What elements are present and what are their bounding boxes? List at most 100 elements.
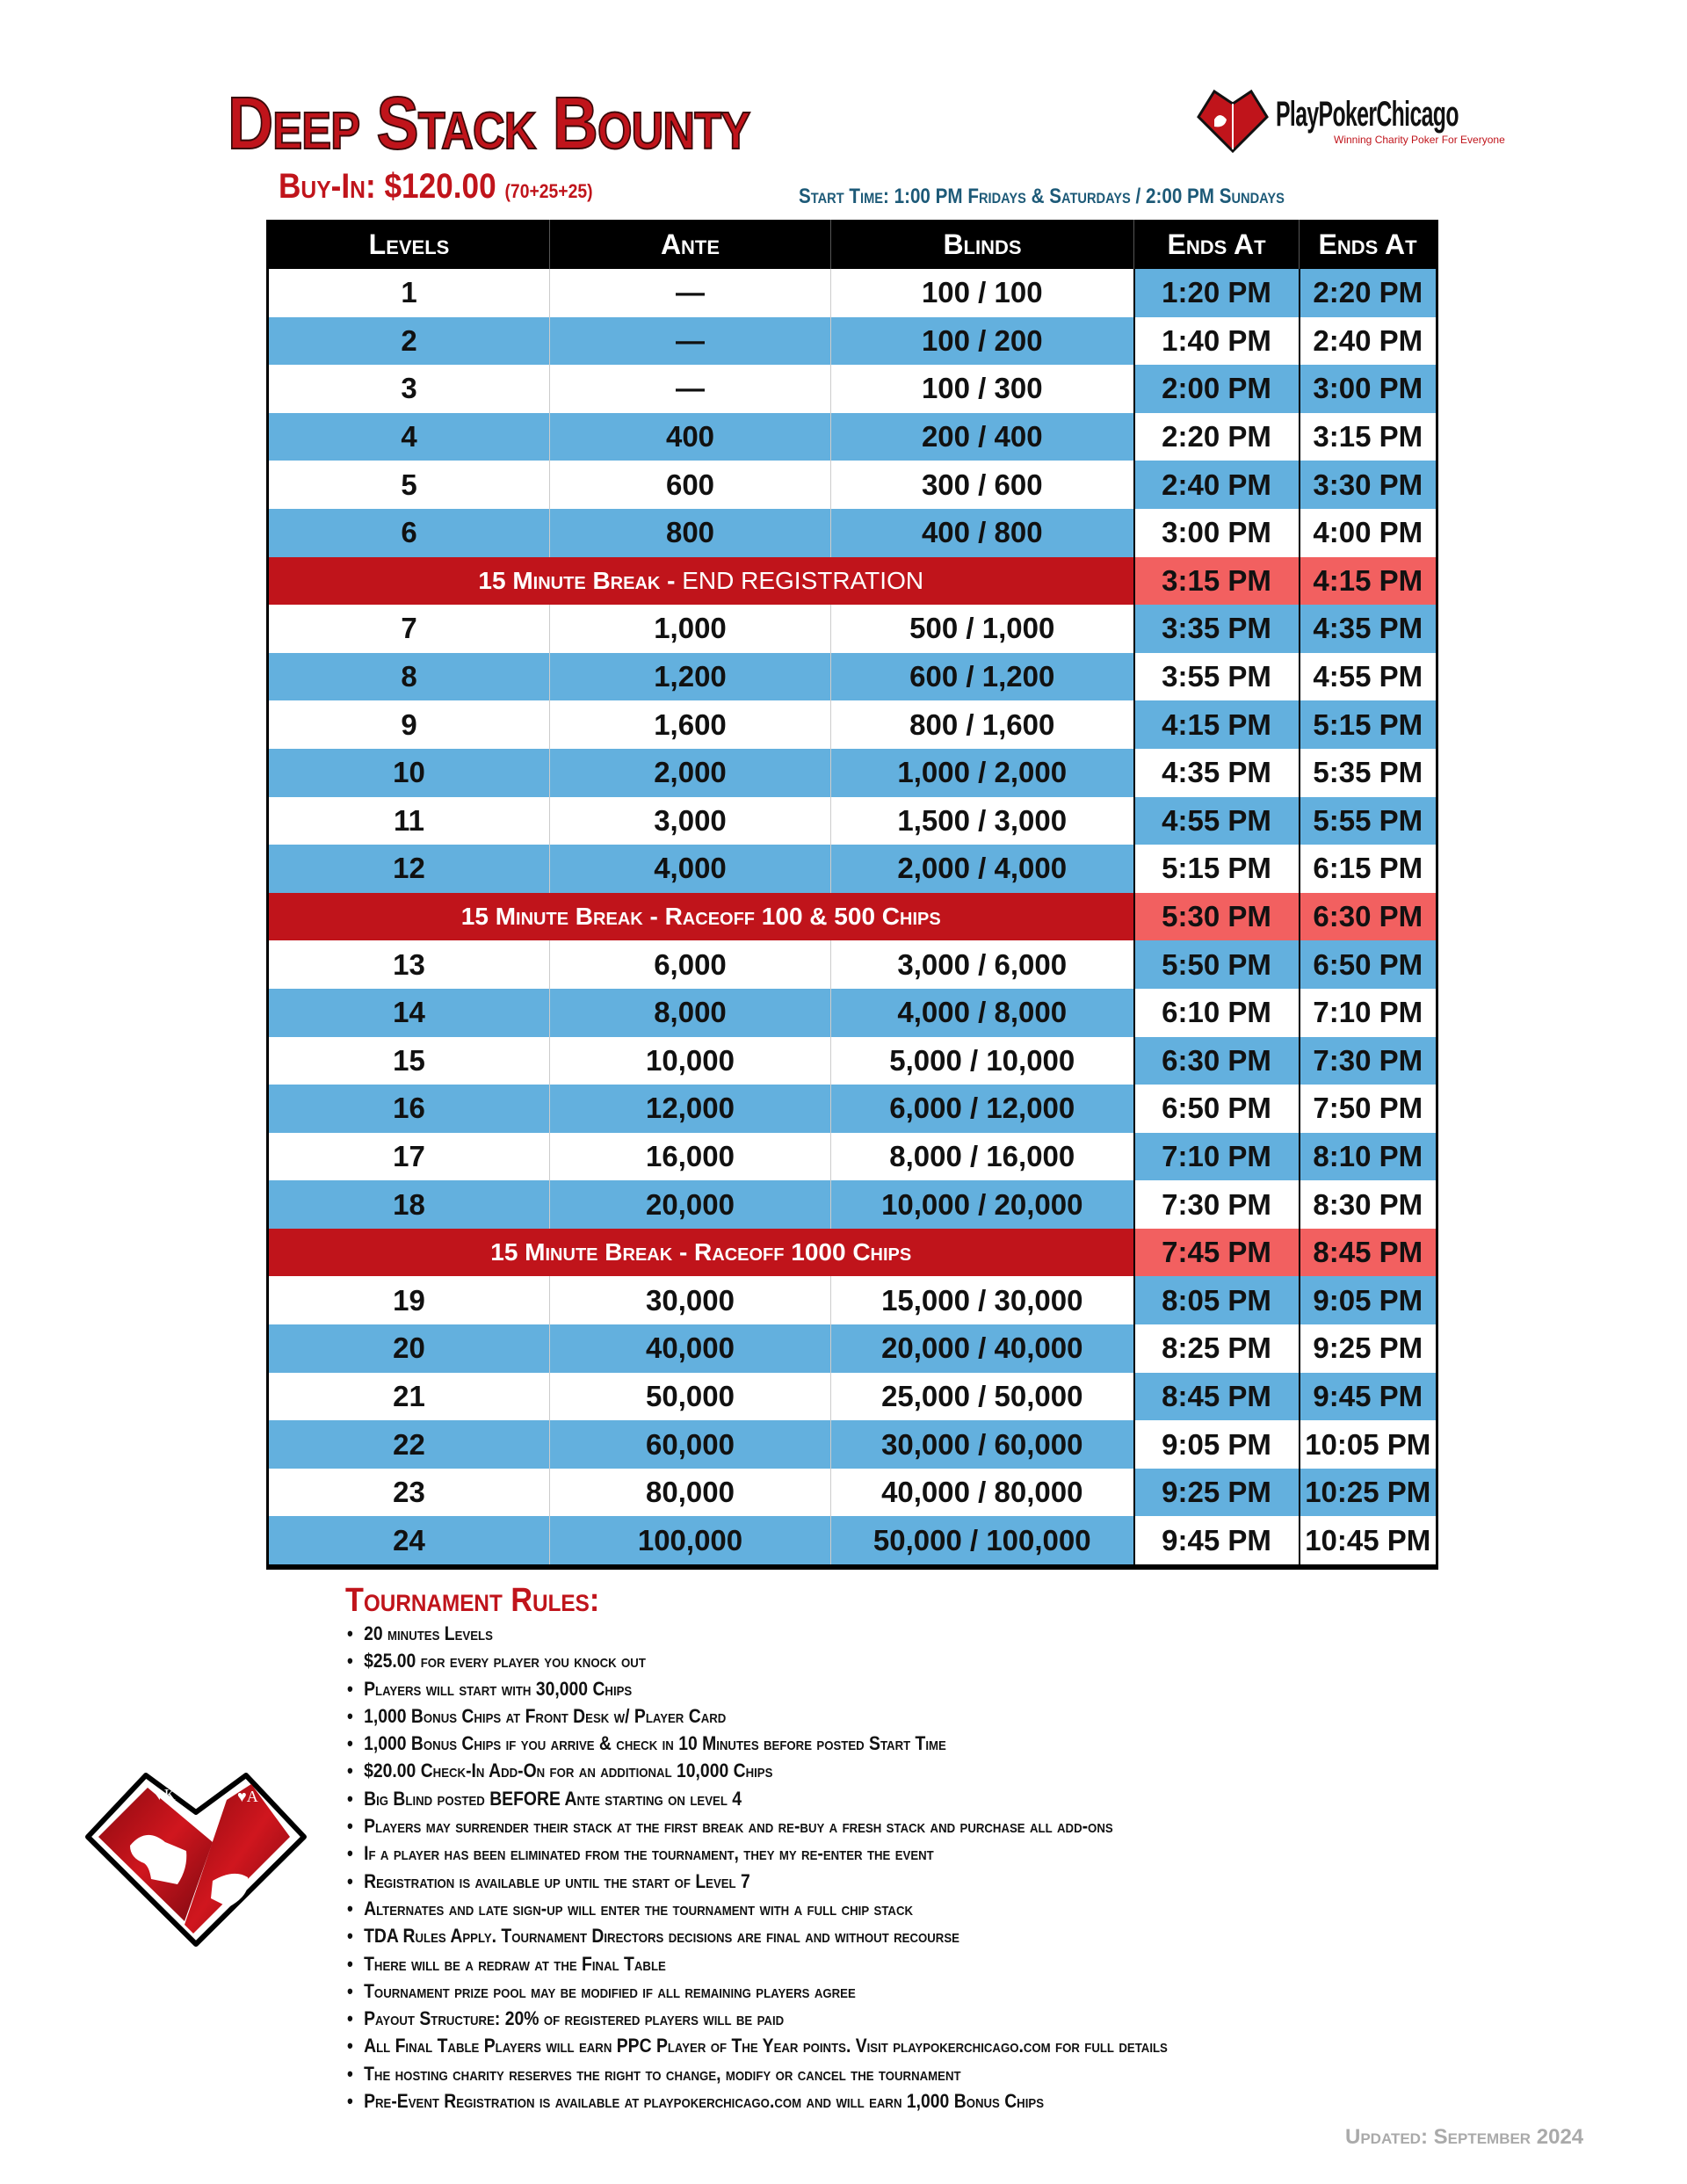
table-row: 3 — 100 / 300 2:00 PM 3:00 PM <box>267 365 1438 413</box>
ends-at-2-cell: 10:25 PM <box>1299 1468 1438 1517</box>
break-text: 15 Minute Break - Raceoff 1000 Chips <box>490 1238 912 1266</box>
level-cell: 9 <box>267 700 550 749</box>
ante-cell: 8,000 <box>549 988 831 1037</box>
ante-cell: 12,000 <box>549 1085 831 1133</box>
ante-cell: 1,200 <box>549 652 831 701</box>
break-row: 15 Minute Break - Raceoff 1000 Chips 7:4… <box>267 1228 1438 1277</box>
king-label: ♥K <box>155 1786 176 1803</box>
start-time: Start Time: 1:00 PM Fridays & Saturdays … <box>799 185 1285 208</box>
level-cell: 20 <box>267 1324 550 1373</box>
updated-date: Updated: September 2024 <box>1345 2125 1584 2149</box>
table-row: 13 6,000 3,000 / 6,000 5:50 PM 6:50 PM <box>267 940 1438 989</box>
level-cell: 18 <box>267 1180 550 1229</box>
table-row: 12 4,000 2,000 / 4,000 5:15 PM 6:15 PM <box>267 845 1438 893</box>
ante-cell: 1,000 <box>549 605 831 653</box>
ends-at-1-cell: 2:20 PM <box>1133 412 1300 461</box>
break-ends-at-1: 5:30 PM <box>1133 892 1300 941</box>
rules-title: Tournament Rules: <box>345 1582 600 1619</box>
blinds-cell: 20,000 / 40,000 <box>830 1324 1135 1373</box>
buy-in-price: Buy-In: $120.00 <box>279 167 496 206</box>
table-row: 8 1,200 600 / 1,200 3:55 PM 4:55 PM <box>267 652 1438 701</box>
ante-cell: 30,000 <box>549 1276 831 1325</box>
level-cell: 19 <box>267 1276 550 1325</box>
table-row: 17 16,000 8,000 / 16,000 7:10 PM 8:10 PM <box>267 1132 1438 1181</box>
ends-at-2-cell: 8:10 PM <box>1299 1132 1438 1181</box>
rule-item: 1,000 Bonus Chips if you arrive & check … <box>347 1730 1168 1757</box>
blinds-cell: 100 / 300 <box>830 365 1135 413</box>
ends-at-1-cell: 4:15 PM <box>1133 700 1300 749</box>
rule-item: TDA Rules Apply. Tournament Directors de… <box>347 1922 1168 1949</box>
ends-at-1-cell: 4:55 PM <box>1133 796 1300 845</box>
level-cell: 10 <box>267 748 550 797</box>
table-row: 9 1,600 800 / 1,600 4:15 PM 5:15 PM <box>267 700 1438 749</box>
column-header-levels: Levels <box>267 220 550 269</box>
rule-item: Players may surrender their stack at the… <box>347 1812 1168 1839</box>
table-row: 14 8,000 4,000 / 8,000 6:10 PM 7:10 PM <box>267 988 1438 1037</box>
ante-cell: 60,000 <box>549 1420 831 1469</box>
column-header-blinds: Blinds <box>830 220 1134 269</box>
blinds-cell: 200 / 400 <box>830 412 1135 461</box>
ends-at-2-cell: 4:00 PM <box>1299 508 1438 557</box>
level-cell: 16 <box>267 1085 550 1133</box>
ends-at-2-cell: 9:25 PM <box>1299 1324 1438 1373</box>
level-cell: 7 <box>267 605 550 653</box>
break-label: 15 Minute Break - END REGISTRATION <box>267 556 1135 606</box>
ends-at-1-cell: 9:45 PM <box>1133 1516 1300 1568</box>
break-text: 15 Minute Break - Raceoff 100 & 500 Chip… <box>460 903 941 931</box>
heart-cards-logo-icon <box>1197 89 1269 154</box>
blinds-cell: 100 / 100 <box>830 269 1135 317</box>
ante-cell: — <box>549 316 831 366</box>
ends-at-2-cell: 7:10 PM <box>1299 988 1438 1037</box>
rule-item: 1,000 Bonus Chips at Front Desk w/ Playe… <box>347 1702 1168 1730</box>
table-row: 2 — 100 / 200 1:40 PM 2:40 PM <box>267 316 1438 366</box>
table-row: 16 12,000 6,000 / 12,000 6:50 PM 7:50 PM <box>267 1085 1438 1133</box>
level-cell: 17 <box>267 1132 550 1181</box>
logo-brand-text: PlayPokerChicago <box>1276 95 1459 134</box>
level-cell: 23 <box>267 1468 550 1517</box>
table-row: 4 400 200 / 400 2:20 PM 3:15 PM <box>267 412 1438 461</box>
ante-cell: 40,000 <box>549 1324 831 1373</box>
rule-item: Players will start with 30,000 Chips <box>347 1675 1168 1702</box>
table-row: 22 60,000 30,000 / 60,000 9:05 PM 10:05 … <box>267 1420 1438 1469</box>
ante-cell: 400 <box>549 412 831 461</box>
blinds-cell: 100 / 200 <box>830 316 1135 366</box>
table-row: 21 50,000 25,000 / 50,000 8:45 PM 9:45 P… <box>267 1372 1438 1421</box>
ends-at-1-cell: 3:55 PM <box>1133 652 1300 701</box>
ends-at-1-cell: 5:15 PM <box>1133 845 1300 893</box>
ends-at-2-cell: 2:40 PM <box>1299 316 1438 366</box>
level-cell: 3 <box>267 365 550 413</box>
blinds-cell: 40,000 / 80,000 <box>830 1468 1135 1517</box>
ante-cell: — <box>549 269 831 317</box>
ante-cell: 20,000 <box>549 1180 831 1229</box>
blinds-cell: 3,000 / 6,000 <box>830 940 1135 989</box>
ends-at-2-cell: 7:30 PM <box>1299 1036 1438 1085</box>
blinds-cell: 5,000 / 10,000 <box>830 1036 1135 1085</box>
break-label: 15 Minute Break - Raceoff 100 & 500 Chip… <box>267 892 1135 941</box>
ante-cell: 4,000 <box>549 845 831 893</box>
table-row: 11 3,000 1,500 / 3,000 4:55 PM 5:55 PM <box>267 796 1438 845</box>
break-ends-at-2: 8:45 PM <box>1299 1228 1438 1277</box>
ends-at-2-cell: 9:05 PM <box>1299 1276 1438 1325</box>
ends-at-2-cell: 3:00 PM <box>1299 365 1438 413</box>
ante-cell: 10,000 <box>549 1036 831 1085</box>
table-row: 19 30,000 15,000 / 30,000 8:05 PM 9:05 P… <box>267 1276 1438 1325</box>
blinds-cell: 6,000 / 12,000 <box>830 1085 1135 1133</box>
blinds-cell: 8,000 / 16,000 <box>830 1132 1135 1181</box>
table-header-row: Levels Ante Blinds Ends At Ends At <box>267 220 1437 269</box>
level-cell: 4 <box>267 412 550 461</box>
level-cell: 5 <box>267 461 550 509</box>
ends-at-1-cell: 9:25 PM <box>1133 1468 1300 1517</box>
logo-tagline: Winning Charity Poker For Everyone <box>1334 134 1505 146</box>
ends-at-1-cell: 6:10 PM <box>1133 988 1300 1037</box>
blinds-cell: 400 / 800 <box>830 508 1135 557</box>
rule-item: All Final Table Players will earn PPC Pl… <box>347 2032 1168 2059</box>
table-row: 15 10,000 5,000 / 10,000 6:30 PM 7:30 PM <box>267 1036 1438 1085</box>
table-row: 23 80,000 40,000 / 80,000 9:25 PM 10:25 … <box>267 1468 1438 1517</box>
ends-at-2-cell: 10:05 PM <box>1299 1420 1438 1469</box>
ends-at-2-cell: 3:15 PM <box>1299 412 1438 461</box>
ends-at-2-cell: 4:35 PM <box>1299 605 1438 653</box>
ante-cell: — <box>549 365 831 413</box>
level-cell: 2 <box>267 316 550 366</box>
blinds-cell: 10,000 / 20,000 <box>830 1180 1135 1229</box>
ends-at-2-cell: 5:15 PM <box>1299 700 1438 749</box>
